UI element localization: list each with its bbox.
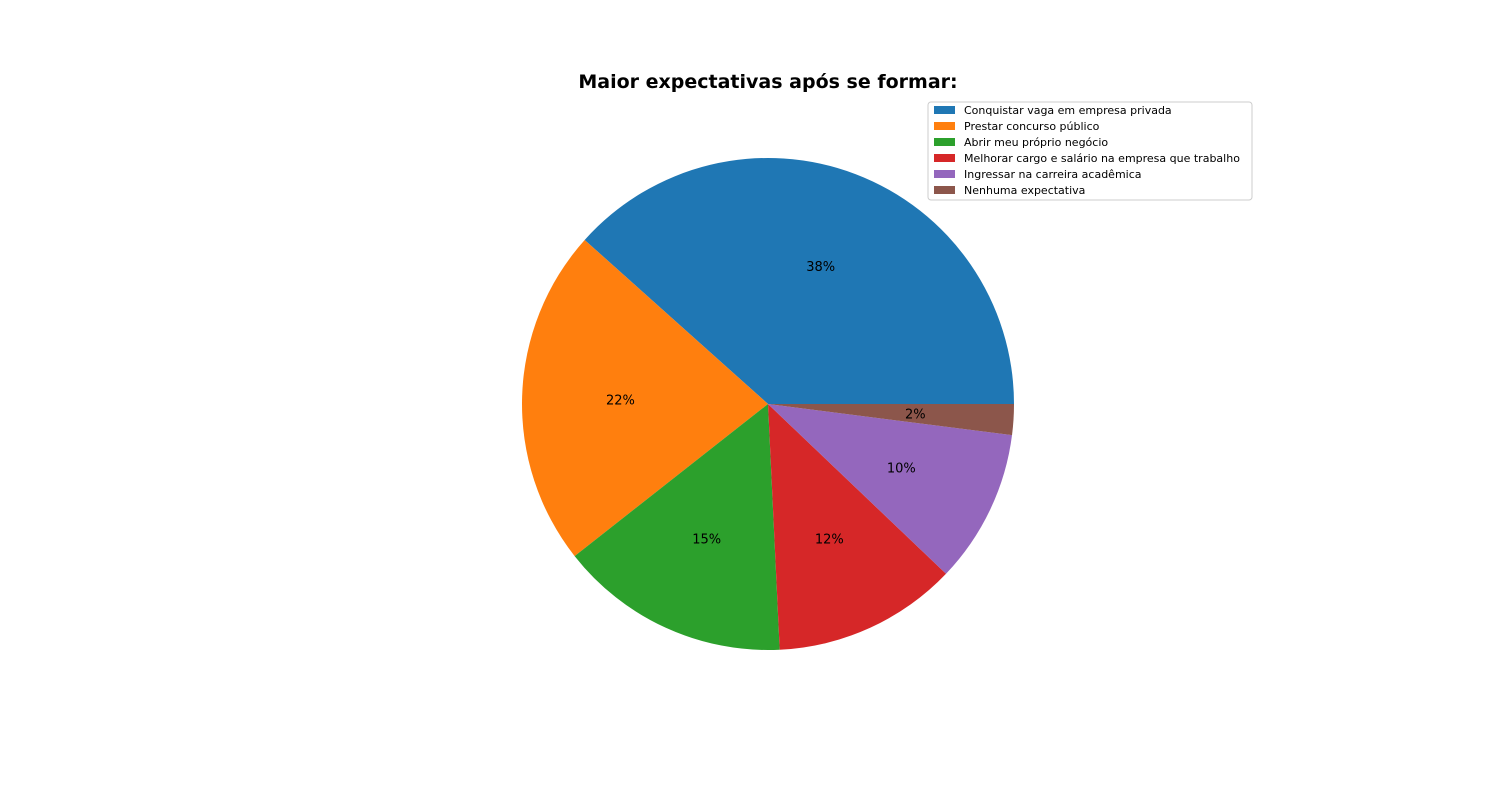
legend-frame bbox=[927, 101, 1253, 201]
legend-swatch bbox=[934, 138, 955, 146]
legend-label: Nenhuma expectativa bbox=[964, 184, 1085, 197]
legend-label: Prestar concurso público bbox=[964, 120, 1100, 133]
slice-percent-label: 10% bbox=[887, 461, 916, 476]
legend-label: Ingressar na carreira acadêmica bbox=[964, 168, 1142, 181]
legend-swatch bbox=[934, 122, 955, 130]
legend-label: Melhorar cargo e salário na empresa que … bbox=[964, 152, 1240, 165]
pie-slice bbox=[768, 404, 1013, 574]
legend-swatch bbox=[934, 154, 955, 162]
pie-slice bbox=[768, 404, 947, 650]
pie-slice bbox=[574, 404, 780, 650]
legend-swatch bbox=[934, 186, 955, 194]
legend-swatch bbox=[934, 106, 955, 114]
legend-label: Abrir meu próprio negócio bbox=[964, 136, 1108, 149]
pie-slices bbox=[522, 157, 1014, 650]
chart-title: Maior expectativas após se formar: bbox=[578, 71, 957, 93]
slice-percent-label: 2% bbox=[905, 407, 926, 422]
slice-percent-label: 22% bbox=[606, 393, 635, 408]
slice-percent-label: 38% bbox=[806, 260, 835, 275]
legend-label: Conquistar vaga em empresa privada bbox=[964, 104, 1172, 117]
slice-percent-label: 12% bbox=[815, 532, 844, 547]
legend-swatch bbox=[934, 170, 955, 178]
slice-percent-label: 15% bbox=[692, 532, 721, 547]
legend: Conquistar vaga em empresa privada Presta… bbox=[927, 101, 1253, 201]
pie-slice bbox=[768, 404, 1014, 436]
pie-percent-labels: 38% 22% 15% 12% 10% 2% bbox=[606, 260, 926, 547]
pie-slice bbox=[584, 157, 1014, 404]
pie-slice bbox=[522, 239, 768, 557]
